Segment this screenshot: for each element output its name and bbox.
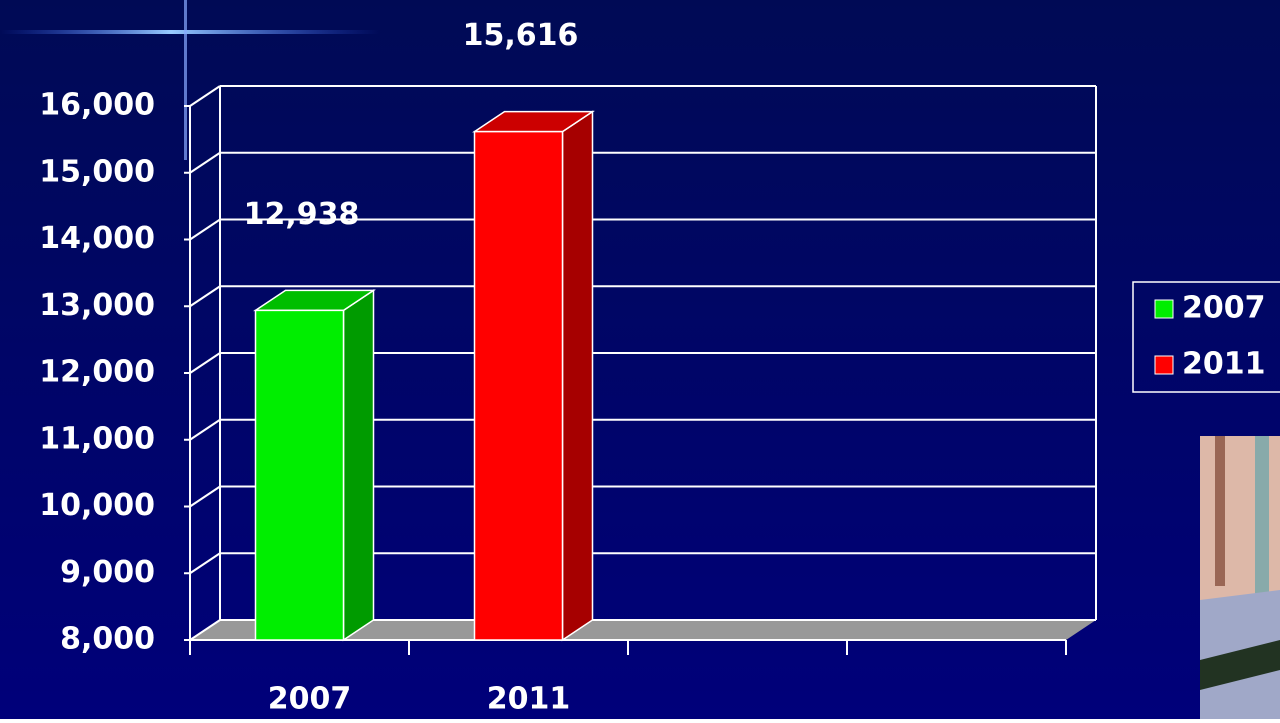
y-tick-label: 12,000: [39, 355, 155, 390]
grid-line: [189, 352, 221, 374]
clipart-pillar: [1255, 436, 1269, 596]
decoration: [184, 0, 187, 160]
bar: [473, 130, 564, 641]
legend-box: [1132, 281, 1280, 393]
legend-swatch: [1154, 299, 1174, 319]
clipart: [1200, 436, 1280, 719]
x-tick-label: 2007: [268, 682, 352, 717]
grid-line: [189, 552, 221, 575]
data-label: 15,616: [463, 18, 579, 53]
y-tick-label: 14,000: [39, 221, 155, 256]
decoration: [0, 30, 380, 34]
y-tick-label: 15,000: [39, 154, 155, 189]
grid-line: [189, 151, 221, 174]
y-tick-label: 16,000: [39, 88, 155, 123]
legend-label: 2011: [1182, 347, 1266, 382]
grid-line: [189, 418, 221, 441]
bar: [254, 309, 345, 641]
grid-line: [189, 218, 221, 241]
x-tick-label: 2011: [487, 682, 571, 717]
y-tick-label: 9,000: [60, 555, 155, 590]
y-tick-label: 13,000: [39, 288, 155, 323]
bar-side: [342, 288, 375, 642]
clipart-edge: [1200, 640, 1280, 690]
legend-label: 2007: [1182, 291, 1266, 326]
floor: [190, 620, 1096, 640]
grid-line: [189, 485, 221, 508]
grid-line: [189, 285, 221, 308]
data-label: 12,938: [244, 197, 360, 232]
legend-swatch: [1154, 355, 1174, 375]
clipart-pillar: [1215, 436, 1225, 586]
grid-line: [189, 619, 221, 641]
bar-side: [561, 110, 594, 642]
y-tick-label: 11,000: [39, 421, 155, 456]
y-tick-label: 10,000: [39, 488, 155, 523]
grid-line: [189, 85, 221, 107]
y-tick-label: 8,000: [60, 622, 155, 657]
